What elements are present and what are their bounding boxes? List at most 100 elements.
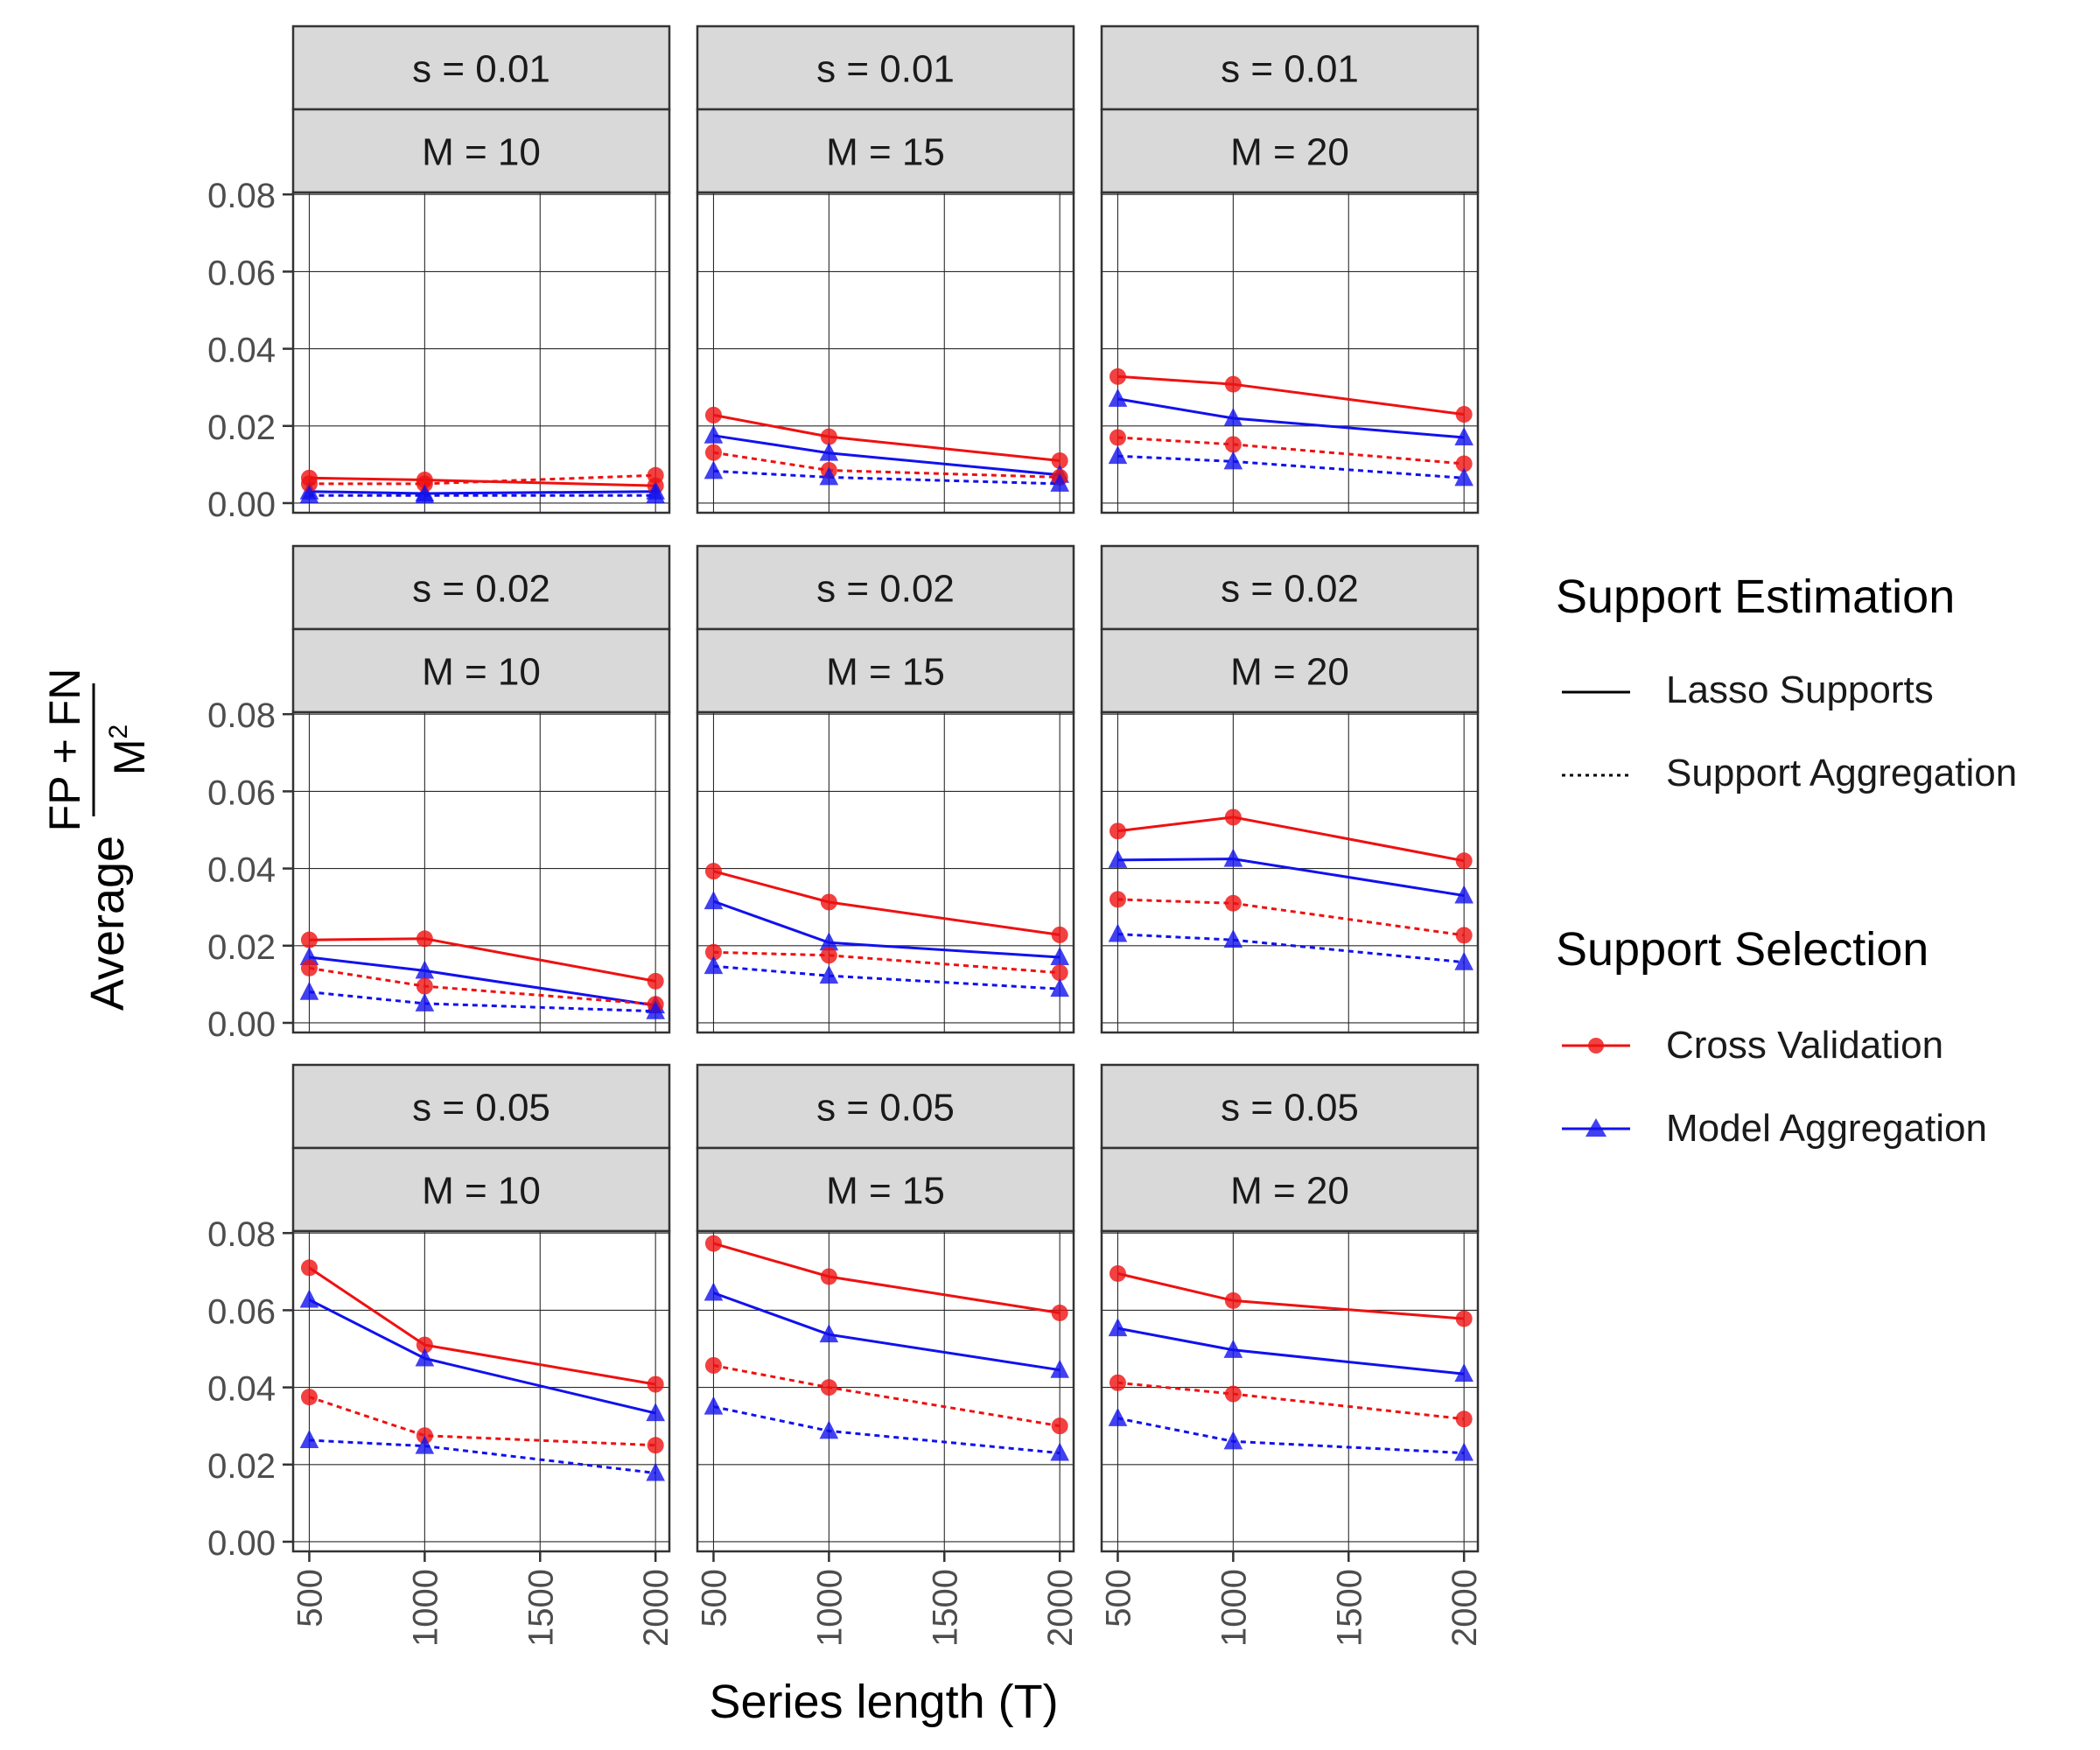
- data-point: [704, 424, 724, 444]
- data-point: [704, 1235, 722, 1252]
- y-tick-label: 0.04: [207, 851, 276, 890]
- y-tick-label: 0.00: [207, 1524, 276, 1563]
- data-point: [1224, 1292, 1242, 1309]
- data-point: [1108, 1318, 1128, 1337]
- data-point: [704, 956, 724, 975]
- legend-support-selection: Support Selection Cross Validation Model…: [1556, 923, 1987, 1150]
- data-point: [1050, 947, 1069, 966]
- data-point: [1050, 978, 1069, 998]
- facet-strip-s: [1100, 1063, 1480, 1150]
- y-tick-label: 0.08: [207, 696, 276, 735]
- legend-key-cross-validation-marker: [1588, 1038, 1604, 1054]
- data-point: [1455, 406, 1473, 424]
- facet-strip-s: [291, 24, 671, 111]
- panel-1-3: s = 0.01 M = 20: [1100, 24, 1480, 514]
- y-tick-label: 0.04: [207, 1370, 276, 1409]
- data-point: [820, 1379, 837, 1396]
- data-point: [415, 1435, 435, 1454]
- facet-strip-s: [696, 544, 1075, 631]
- data-point: [1109, 1374, 1126, 1391]
- data-point: [1108, 388, 1128, 407]
- facet-label-s: s = 0.05: [412, 1087, 550, 1130]
- plot-area: [697, 712, 1074, 1032]
- x-tick-label: 1500: [1330, 1569, 1368, 1647]
- panel-border: [291, 191, 671, 514]
- data-point: [299, 947, 319, 966]
- data-point: [415, 992, 435, 1012]
- panel-border: [1100, 710, 1480, 1034]
- data-point: [415, 1348, 435, 1367]
- data-point: [416, 930, 433, 948]
- y-axis-title: Average FP + FN M2: [40, 668, 154, 1011]
- x-tick-label: 1500: [522, 1569, 560, 1647]
- legend-key-model-aggregation-marker: [1586, 1118, 1606, 1137]
- x-tick-label: 1500: [926, 1569, 964, 1647]
- data-point: [704, 406, 722, 424]
- facet-label-m: M = 20: [1230, 131, 1349, 174]
- data-point: [704, 943, 722, 961]
- data-point: [415, 485, 435, 504]
- data-point: [819, 1420, 839, 1439]
- panels-layer: s = 0.01M = 100.000.020.040.060.08s = 0.…: [207, 24, 1480, 1563]
- data-point: [300, 1259, 318, 1277]
- facet-strip-m: [291, 108, 671, 194]
- plot-area: [1102, 192, 1478, 513]
- data-point: [1109, 1265, 1126, 1283]
- data-point: [1224, 808, 1242, 826]
- series-line: [1117, 898, 1465, 937]
- data-point: [704, 460, 724, 480]
- data-point: [1455, 852, 1473, 870]
- x-tick-label: 1000: [406, 1569, 444, 1647]
- panel-border: [696, 191, 1075, 514]
- facet-label-s: s = 0.02: [1221, 568, 1359, 611]
- x-tick-label: 500: [1099, 1569, 1138, 1628]
- data-point: [1108, 445, 1128, 465]
- data-point: [1224, 375, 1242, 393]
- panel-3-1: s = 0.05 M = 10 0.00 0.02 0.04 0.06 0.08: [207, 1063, 671, 1563]
- data-point: [820, 1268, 837, 1285]
- facet-label-m: M = 15: [826, 651, 945, 694]
- series-line: [713, 950, 1060, 975]
- y-tick-label: 0.02: [207, 409, 276, 447]
- data-point: [1050, 472, 1069, 492]
- y-tick-label: 0.00: [207, 1005, 276, 1044]
- data-point: [299, 1289, 319, 1308]
- y-tick-label: 0.08: [207, 1215, 276, 1254]
- legend-support-estimation: Support Estimation Lasso Supports Suppor…: [1556, 570, 2017, 794]
- data-point: [647, 1437, 664, 1454]
- data-point: [647, 972, 664, 990]
- x-axes-layer: 500 1000 1500 2000 500 1000 1500 2000 500 1000 150…: [290, 1551, 1484, 1647]
- panel-border: [291, 710, 671, 1034]
- y-tick-label: 0.06: [207, 1292, 276, 1331]
- series-line: [309, 490, 656, 495]
- facet-label-s: s = 0.02: [816, 568, 955, 611]
- data-point: [300, 1389, 318, 1406]
- data-point: [416, 1336, 433, 1354]
- data-point: [1108, 1407, 1128, 1426]
- panel-3-3: s = 0.05 M = 20: [1100, 1063, 1480, 1553]
- panel-2-2: s = 0.02 M = 15: [696, 544, 1075, 1034]
- data-point: [1051, 964, 1068, 982]
- data-point: [1051, 1418, 1068, 1435]
- data-point: [1223, 407, 1243, 426]
- data-point: [1108, 923, 1128, 942]
- data-point: [415, 960, 435, 979]
- y-axis-title-denominator-base: M: [105, 739, 154, 776]
- plot-area: [293, 192, 669, 513]
- facet-strip-m: [696, 1146, 1075, 1233]
- data-point: [1223, 848, 1243, 867]
- facet-label-m: M = 20: [1230, 651, 1349, 694]
- data-point: [1223, 1431, 1243, 1450]
- x-tick-label: 2000: [1041, 1569, 1080, 1647]
- facet-label-s: s = 0.05: [1221, 1087, 1359, 1130]
- data-point: [1109, 822, 1126, 840]
- data-point: [300, 475, 318, 493]
- y-tick-label: 0.06: [207, 774, 276, 812]
- facet-label-s: s = 0.02: [412, 568, 550, 611]
- data-point: [704, 863, 722, 880]
- plot-area: [697, 192, 1074, 513]
- data-point: [1454, 1442, 1474, 1461]
- plot-area: [293, 1231, 669, 1551]
- data-point: [1455, 927, 1473, 944]
